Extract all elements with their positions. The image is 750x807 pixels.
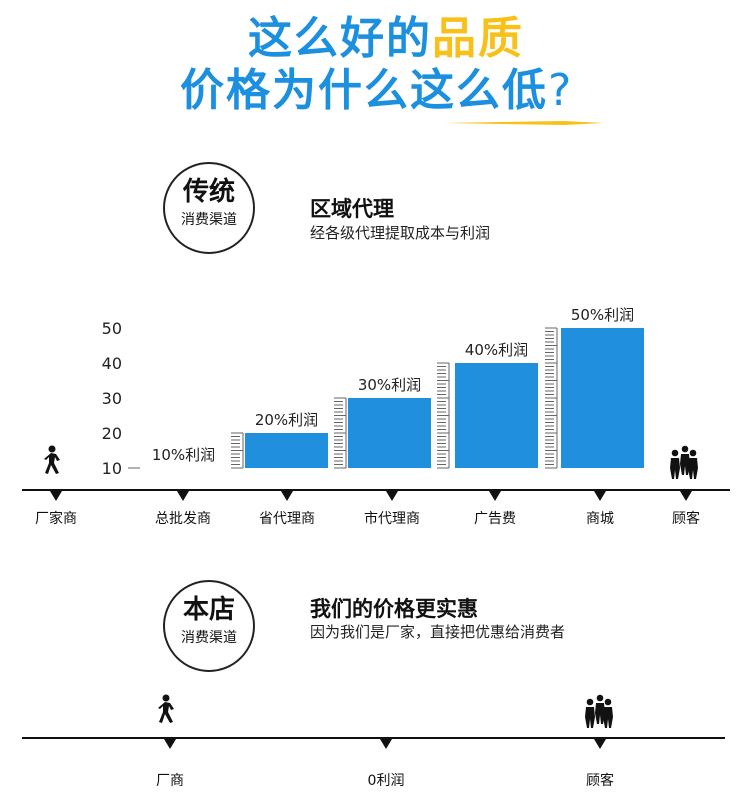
chain1-start-label: 厂家商 [35, 511, 77, 527]
our-subtitle: 因为我们是厂家，直接把优惠给消费者 [310, 623, 566, 641]
chain-node-marker [281, 491, 293, 501]
y-tick-label: 20 [102, 424, 122, 443]
bar-value-label: 20%利润 [255, 411, 318, 429]
chain-node-marker [594, 491, 606, 501]
our-badge-sub: 消费渠道 [181, 630, 237, 646]
chain2-label: 0利润 [367, 773, 405, 789]
bar [455, 363, 538, 468]
our-channel-badge: 本店 消费渠道 [163, 580, 255, 672]
chain-node-marker [177, 491, 189, 501]
question-mark: ? [548, 65, 574, 116]
y-tick-label: 10 [102, 459, 122, 478]
bar [245, 433, 328, 468]
headline-line2: 价格为什么这么低? [180, 66, 573, 116]
headline-line1-yellow: 品质 [432, 13, 524, 64]
bar [348, 398, 431, 468]
yellow-arrow-icon [444, 121, 604, 125]
ruler-scale [231, 432, 244, 469]
traditional-channel-badge: 传统 消费渠道 [163, 162, 255, 254]
traditional-title: 区域代理 [310, 197, 394, 221]
y-tick-label: 50 [102, 319, 122, 338]
walking-person-icon [44, 445, 60, 474]
category-label: 广告费 [474, 511, 516, 527]
bar [561, 328, 644, 468]
headline-line2-text: 价格为什么这么低 [180, 65, 548, 116]
ruler-scale [437, 362, 450, 469]
headline-line1-blue: 这么好的 [248, 13, 432, 64]
category-label: 总批发商 [155, 511, 211, 527]
bar-value-label: 30%利润 [358, 376, 421, 394]
chain-node-marker [380, 739, 392, 749]
bar-value-label: 10%利润 [152, 446, 215, 464]
y-axis-ticks: 10 20 30 40 50 [102, 319, 122, 478]
bar-value-label: 40%利润 [465, 341, 528, 359]
walking-person-icon [158, 694, 174, 723]
traditional-badge-sub: 消费渠道 [181, 212, 237, 228]
chain-node-marker [680, 491, 692, 501]
bar-value-label: 50%利润 [571, 306, 634, 324]
chain-node-marker [489, 491, 501, 501]
headline-line1: 这么好的品质 [248, 14, 524, 64]
customers-icon [670, 445, 698, 479]
chain-node-marker [594, 739, 606, 749]
chain1-end-label: 顾客 [672, 511, 700, 527]
chain-node-marker [50, 491, 62, 501]
direct-chain-line [22, 694, 725, 749]
traditional-subtitle: 经各级代理提取成本与利润 [310, 224, 491, 242]
ruler-scale [545, 327, 558, 469]
profit-chart: 10 20 30 40 50 10%利润 20%利润 30%利润 40%利润 50%利润 [22, 306, 730, 501]
traditional-badge-title: 传统 [182, 177, 235, 207]
category-label: 商城 [586, 511, 614, 527]
y-tick-label: 40 [102, 354, 122, 373]
ruler-scale [334, 397, 347, 469]
chain-node-marker [164, 739, 176, 749]
category-label: 省代理商 [259, 511, 315, 527]
y-tick-label: 30 [102, 389, 122, 408]
customers-icon [585, 694, 613, 728]
our-badge-title: 本店 [182, 595, 235, 625]
our-title: 我们的价格更实惠 [310, 597, 478, 621]
chain-node-marker [386, 491, 398, 501]
chain2-label: 顾客 [586, 773, 614, 789]
chain2-label: 厂商 [156, 773, 184, 789]
category-label: 市代理商 [364, 511, 420, 527]
